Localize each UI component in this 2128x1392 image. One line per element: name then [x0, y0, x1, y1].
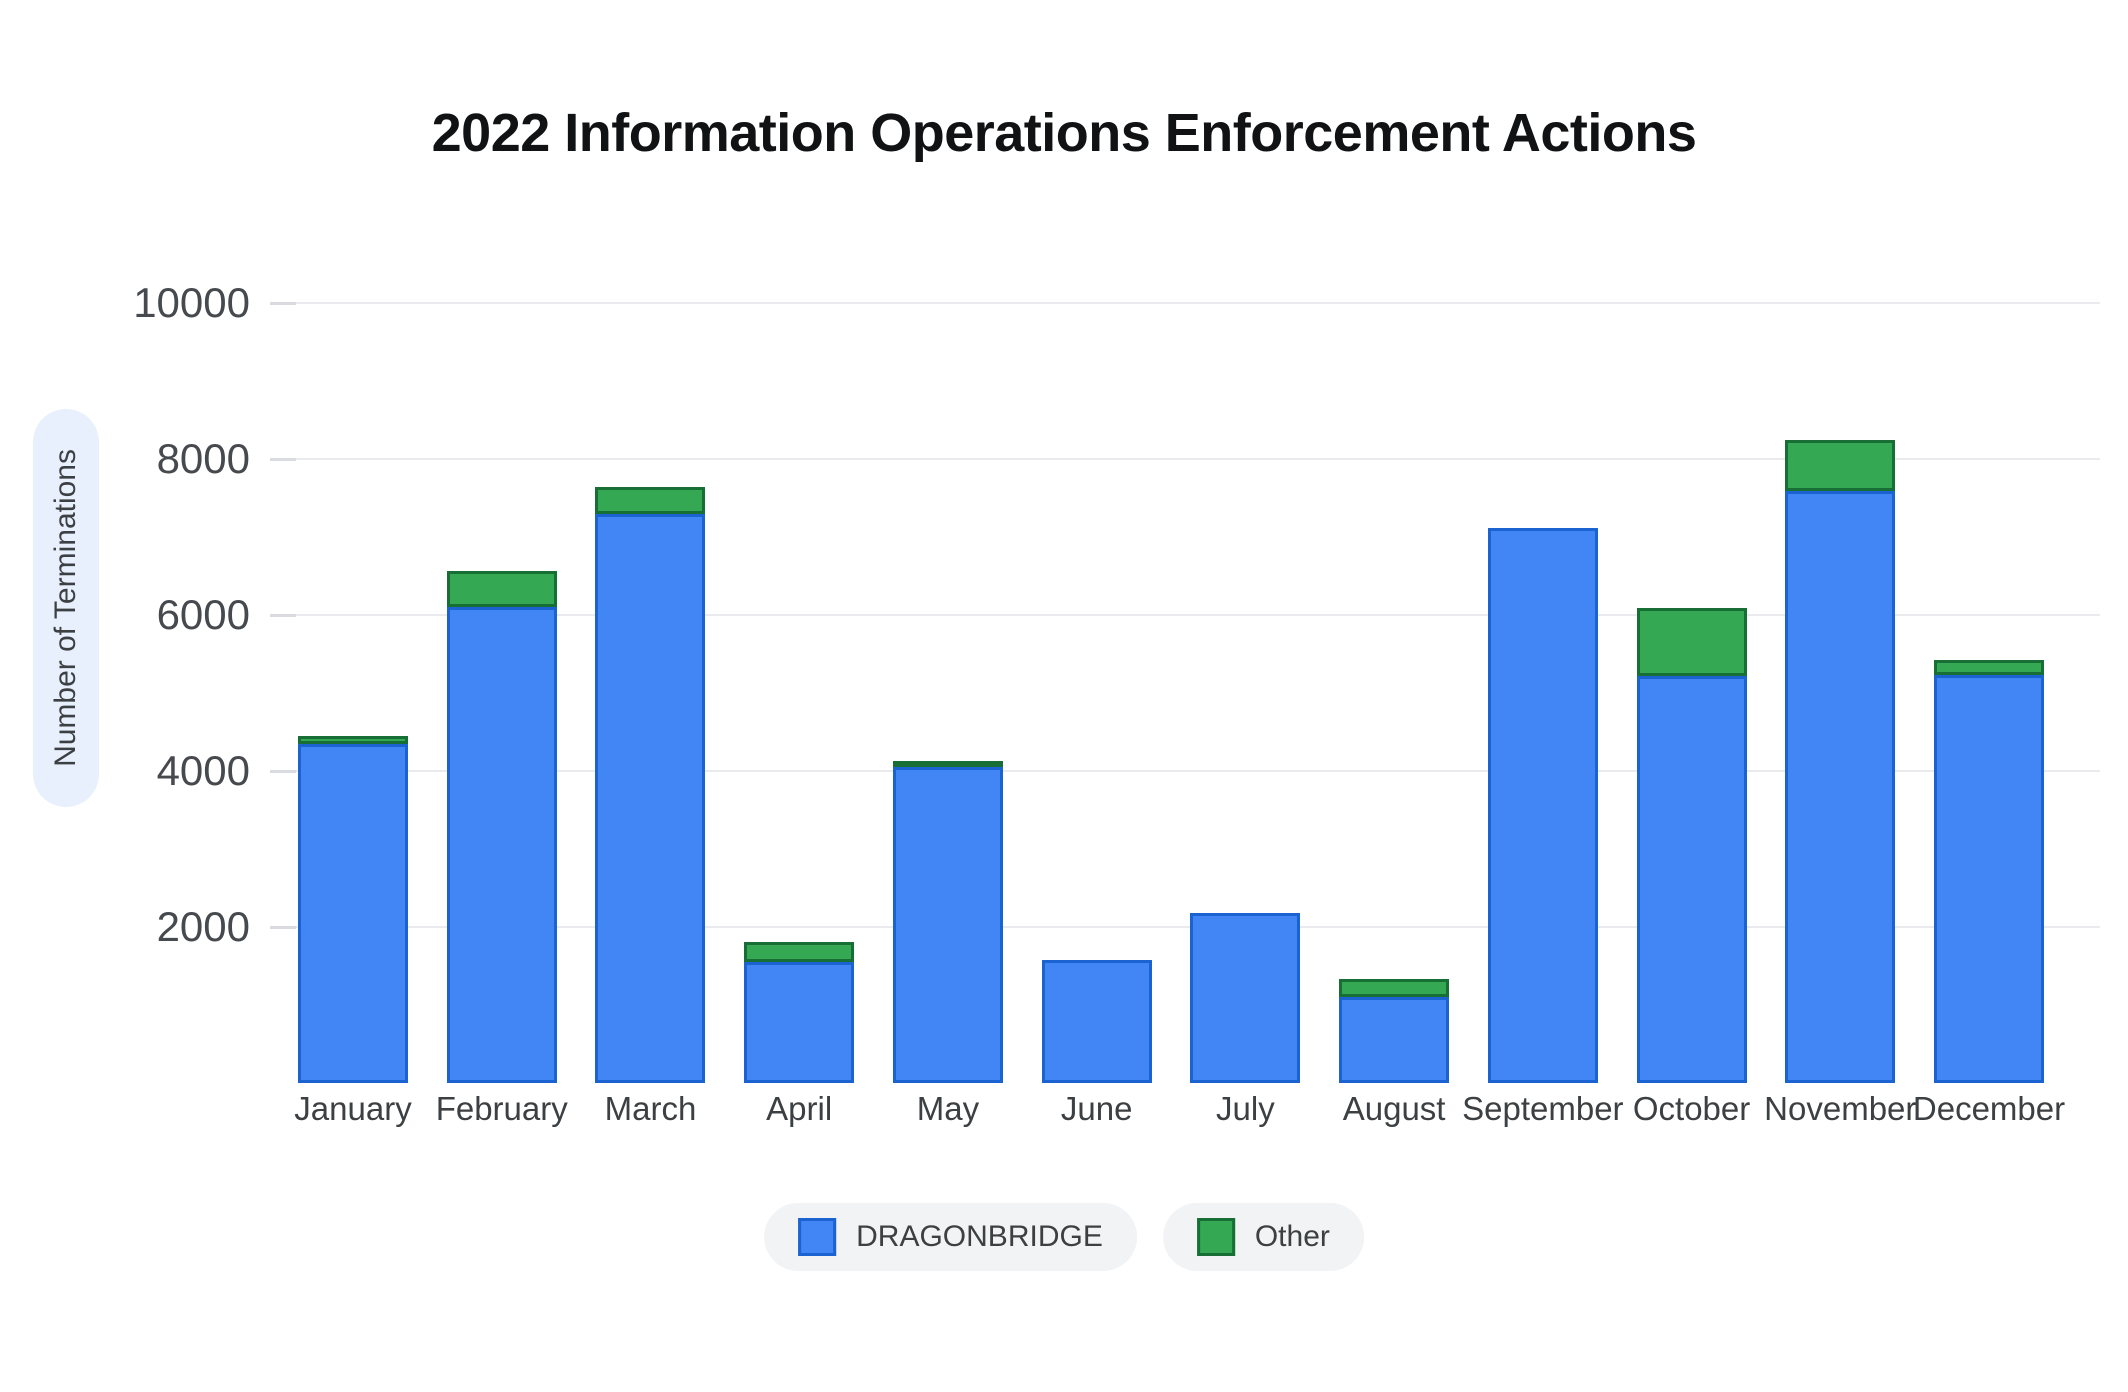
legend-item-other[interactable]: Other — [1162, 1203, 1364, 1271]
bar-august[interactable] — [1339, 979, 1450, 1083]
bar-april[interactable] — [744, 942, 855, 1083]
y-tick-mark — [270, 302, 296, 305]
x-axis-label-october: October — [1632, 1090, 1751, 1127]
x-axis-label-february: February — [435, 1090, 568, 1127]
y-tick-mark — [270, 458, 296, 461]
bar-segment-dragonbridge-april[interactable] — [744, 962, 855, 1083]
y-tick-mark — [270, 770, 296, 773]
y-tick-label-2000: 2000 — [156, 903, 250, 950]
bar-june[interactable] — [1041, 960, 1152, 1083]
bar-february[interactable] — [446, 571, 557, 1083]
bar-segment-other-march[interactable] — [595, 487, 706, 514]
x-axis-label-august: August — [1342, 1090, 1446, 1127]
bar-may[interactable] — [892, 761, 1003, 1083]
bar-segment-other-october[interactable] — [1636, 608, 1747, 676]
y-axis-label-pill: Number of Terminations — [33, 409, 99, 807]
y-tick-mark — [270, 926, 296, 929]
bar-segment-dragonbridge-august[interactable] — [1339, 997, 1450, 1083]
bar-december[interactable] — [1934, 660, 2045, 1083]
bar-segment-dragonbridge-december[interactable] — [1934, 675, 2045, 1083]
bar-segment-other-august[interactable] — [1339, 979, 1450, 997]
x-axis-label-march: March — [604, 1090, 697, 1127]
bar-segment-dragonbridge-february[interactable] — [446, 607, 557, 1083]
y-tick-label-10000: 10000 — [133, 279, 250, 326]
blue-square-swatch-icon — [798, 1218, 837, 1256]
bar-segment-dragonbridge-september[interactable] — [1487, 528, 1598, 1083]
bar-segment-dragonbridge-march[interactable] — [595, 514, 706, 1083]
bar-segment-other-may[interactable] — [892, 761, 1003, 767]
bar-july[interactable] — [1190, 913, 1301, 1083]
bar-segment-dragonbridge-may[interactable] — [892, 767, 1003, 1083]
bar-january[interactable] — [298, 736, 408, 1083]
bar-march[interactable] — [595, 487, 706, 1083]
y-tick-label-4000: 4000 — [156, 747, 250, 794]
bar-segment-dragonbridge-january[interactable] — [298, 744, 408, 1083]
y-tick-label-8000: 8000 — [156, 435, 250, 482]
x-axis-label-november: November — [1764, 1090, 1917, 1127]
bar-segment-other-november[interactable] — [1785, 440, 1896, 491]
gridline-2000 — [278, 926, 2100, 928]
bar-segment-dragonbridge-november[interactable] — [1785, 491, 1896, 1083]
legend-label-dragonbridge: DRAGONBRIDGE — [856, 1220, 1103, 1253]
bar-segment-other-april[interactable] — [744, 942, 855, 962]
gridline-6000 — [278, 614, 2100, 616]
bar-november[interactable] — [1785, 440, 1896, 1083]
gridline-4000 — [278, 770, 2100, 772]
bar-segment-other-december[interactable] — [1934, 660, 2045, 675]
bar-september[interactable] — [1487, 528, 1598, 1083]
gridline-8000 — [278, 458, 2100, 460]
x-axis-label-april: April — [766, 1090, 833, 1127]
x-axis-label-may: May — [916, 1090, 980, 1127]
y-tick-mark — [270, 614, 296, 617]
chart-title: 2022 Information Operations Enforcement … — [431, 103, 1697, 163]
bar-segment-dragonbridge-june[interactable] — [1041, 960, 1152, 1083]
legend-label-other: Other — [1254, 1220, 1330, 1253]
gridline-10000 — [278, 302, 2100, 304]
green-square-swatch-icon — [1196, 1218, 1235, 1256]
bar-segment-other-february[interactable] — [446, 571, 557, 607]
legend-item-dragonbridge[interactable]: DRAGONBRIDGE — [764, 1203, 1137, 1271]
y-tick-label-6000: 6000 — [156, 591, 250, 638]
x-axis-label-july: July — [1216, 1090, 1275, 1127]
x-axis-label-january: January — [294, 1090, 412, 1127]
bar-segment-dragonbridge-july[interactable] — [1190, 913, 1301, 1083]
bar-october[interactable] — [1636, 608, 1747, 1083]
bar-segment-dragonbridge-october[interactable] — [1636, 676, 1747, 1083]
legend: DRAGONBRIDGE Other — [764, 1203, 1364, 1271]
bar-segment-other-january[interactable] — [298, 736, 408, 744]
x-axis-label-september: September — [1462, 1090, 1624, 1127]
x-axis-label-december: December — [1912, 1090, 2066, 1127]
x-axis-label-june: June — [1060, 1090, 1133, 1127]
